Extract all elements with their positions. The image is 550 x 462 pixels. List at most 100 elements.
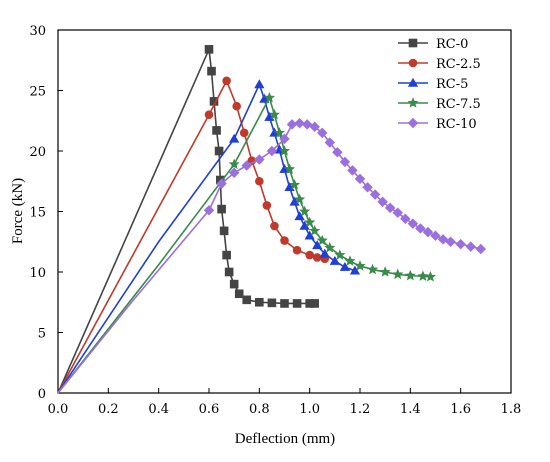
data-point-marker — [204, 45, 214, 54]
y-tick-label: 25 — [29, 85, 46, 100]
data-point-marker — [284, 163, 296, 174]
legend-item: RC-7.5 — [398, 97, 481, 112]
data-point-marker — [268, 108, 280, 120]
x-tick-label: 0.2 — [98, 402, 119, 417]
x-axis-title: Deflection (mm) — [235, 431, 335, 447]
data-point-marker — [207, 66, 216, 76]
data-point-marker — [299, 205, 311, 217]
data-point-marker — [362, 182, 373, 193]
data-point-marker — [430, 230, 441, 241]
data-point-marker — [273, 127, 285, 138]
data-point-marker — [407, 97, 419, 108]
series-layer — [57, 45, 487, 394]
legend-label: RC-0 — [436, 37, 468, 52]
data-point-marker — [404, 269, 416, 281]
data-point-marker — [379, 266, 391, 277]
data-point-marker — [255, 176, 264, 186]
data-point-marker — [329, 255, 340, 265]
data-point-marker — [408, 38, 418, 48]
data-point-marker — [286, 119, 298, 130]
axes: 0.0 0.2 0.4 0.6 0.8 1.0 1.2 1.4 1.6 1.8 0 5 10 15 20 25… — [29, 24, 521, 417]
data-point-marker — [369, 189, 381, 200]
series-line — [57, 46, 315, 394]
legend-label: RC-5 — [436, 77, 468, 92]
data-point-marker — [377, 196, 388, 208]
data-point-marker — [241, 160, 252, 171]
x-tick-label: 1.8 — [501, 402, 522, 417]
series-rc-7-5 — [57, 91, 436, 394]
x-tick-label: 0.4 — [148, 402, 169, 417]
data-point-marker — [415, 223, 426, 234]
data-point-marker — [254, 154, 265, 165]
x-tick-label: 1.0 — [299, 402, 320, 417]
data-point-marker — [294, 117, 305, 129]
data-point-marker — [455, 238, 466, 250]
y-axis-title: Force (kN) — [10, 178, 26, 244]
data-point-marker — [222, 76, 231, 86]
data-point-marker — [309, 225, 321, 236]
data-point-marker — [239, 128, 249, 138]
data-point-marker — [255, 297, 264, 307]
data-point-marker — [279, 133, 290, 145]
data-point-marker — [292, 245, 302, 255]
data-point-marker — [392, 268, 404, 280]
data-point-marker — [254, 79, 265, 89]
legend-label: RC-10 — [436, 117, 477, 132]
data-point-marker — [203, 205, 215, 216]
data-point-marker — [278, 145, 291, 156]
data-point-marker — [392, 207, 403, 218]
data-point-marker — [417, 270, 429, 281]
x-tick-label: 0.6 — [199, 402, 220, 417]
legend-item: RC-5 — [398, 77, 468, 92]
data-point-marker — [319, 248, 330, 258]
data-point-marker — [309, 121, 320, 133]
data-point-marker — [437, 234, 449, 245]
y-tick-label: 5 — [38, 327, 46, 342]
legend-label: RC-7.5 — [436, 97, 481, 112]
data-point-marker — [339, 261, 351, 271]
data-point-marker — [228, 167, 240, 179]
data-point-marker — [317, 127, 328, 139]
x-tick-label: 1.6 — [450, 402, 471, 417]
y-tick-label: 15 — [29, 206, 46, 221]
data-point-marker — [289, 179, 301, 190]
data-point-marker — [216, 178, 227, 189]
data-point-marker — [294, 193, 306, 205]
data-point-marker — [228, 158, 240, 169]
y-tick-label: 0 — [38, 387, 46, 402]
y-tick-label: 20 — [29, 145, 46, 160]
x-tick-label: 0.0 — [48, 402, 69, 417]
data-point-marker — [280, 299, 289, 308]
data-point-marker — [232, 101, 241, 111]
data-point-marker — [214, 146, 224, 156]
data-point-marker — [212, 126, 221, 135]
data-point-marker — [339, 156, 351, 168]
data-point-marker — [422, 226, 434, 238]
data-point-marker — [280, 236, 289, 245]
data-point-marker — [267, 298, 277, 308]
data-point-marker — [217, 204, 226, 214]
legend-item: RC-10 — [398, 117, 477, 132]
data-point-marker — [354, 260, 366, 271]
series-rc-10 — [57, 117, 487, 394]
series-line — [57, 95, 431, 394]
data-point-marker — [229, 133, 240, 143]
legend-label: RC-2.5 — [436, 57, 481, 72]
series-rc-0 — [57, 45, 320, 394]
data-point-marker — [334, 249, 346, 260]
data-point-marker — [204, 110, 214, 119]
data-point-marker — [310, 299, 320, 308]
data-point-marker — [222, 250, 231, 260]
legend: RC-0 RC-2.5 RC-5 RC-7.5 RC-10 — [398, 37, 481, 132]
data-point-marker — [408, 58, 418, 68]
data-point-marker — [242, 295, 252, 305]
y-tick-label: 30 — [29, 24, 46, 39]
legend-item: RC-0 — [398, 37, 468, 52]
legend-item: RC-2.5 — [398, 57, 481, 72]
data-point-marker — [367, 263, 379, 275]
data-point-marker — [324, 242, 336, 253]
series-rc-2-5 — [57, 76, 330, 394]
data-point-marker — [266, 145, 278, 157]
data-point-marker — [324, 137, 336, 148]
